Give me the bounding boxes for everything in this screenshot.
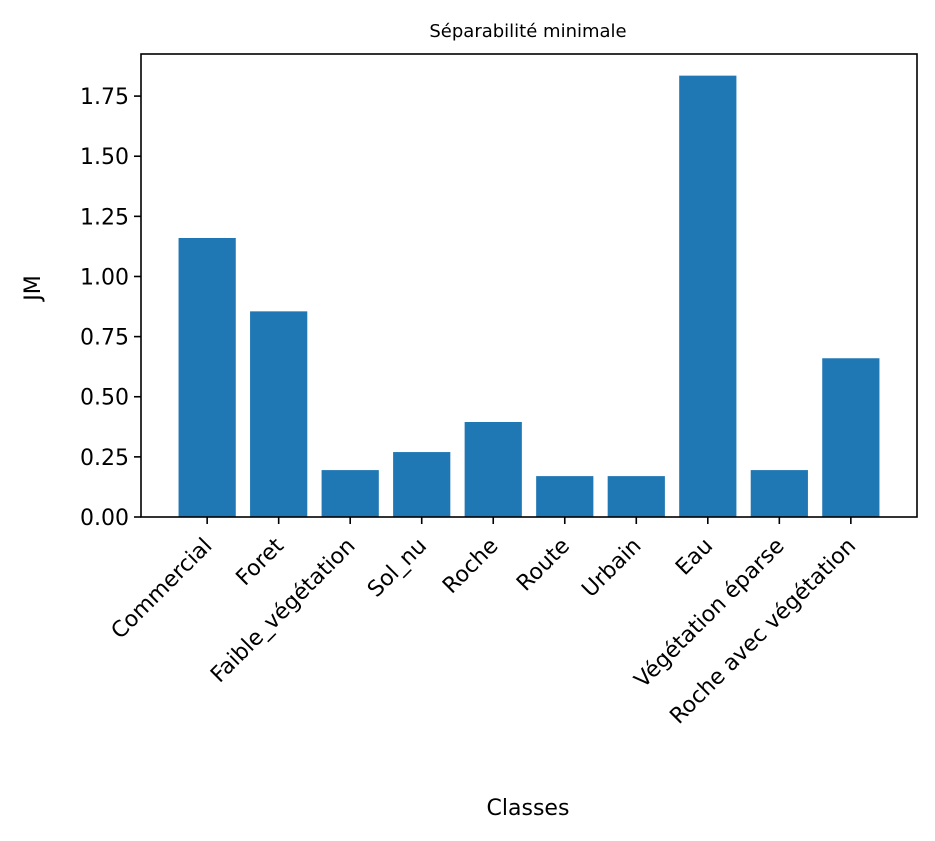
y-tick-label: 1.25 xyxy=(80,205,129,230)
x-tick-label: Eau xyxy=(671,534,718,581)
bar-9 xyxy=(822,358,880,517)
bar-1 xyxy=(250,311,308,517)
bar-2 xyxy=(321,470,379,517)
x-tick-label: Roche xyxy=(438,534,503,599)
x-tick-label: Sol_nu xyxy=(363,534,432,603)
bar-7 xyxy=(679,75,737,517)
y-tick-label: 1.75 xyxy=(80,85,129,110)
x-tick-label: Foret xyxy=(232,533,290,591)
x-tick-label: Urbain xyxy=(577,534,646,603)
chart-title: Séparabilité minimale xyxy=(429,21,626,42)
x-axis-label: Classes xyxy=(487,796,570,821)
y-tick-label: 0.50 xyxy=(80,386,129,411)
bar-6 xyxy=(607,476,665,517)
bar-0 xyxy=(178,237,236,517)
bar-4 xyxy=(464,421,522,517)
bar-3 xyxy=(393,452,451,517)
x-tick-label: Commercial xyxy=(107,534,218,645)
bars-group xyxy=(178,75,880,517)
y-axis-label: JM xyxy=(21,275,46,302)
plot-frame xyxy=(140,53,918,518)
y-tick-label: 1.00 xyxy=(80,265,129,290)
y-tick-label: 1.50 xyxy=(80,145,129,170)
x-tick-label: Route xyxy=(512,534,575,597)
bar-5 xyxy=(536,476,594,517)
bar-8 xyxy=(750,470,808,517)
y-tick-label: 0.00 xyxy=(80,506,129,531)
y-tick-label: 0.25 xyxy=(80,446,129,471)
y-tick-label: 0.75 xyxy=(80,326,129,351)
y-axis: 0.00 0.25 0.50 0.75 1.00 1.25 1.50 1.75 xyxy=(80,85,141,531)
